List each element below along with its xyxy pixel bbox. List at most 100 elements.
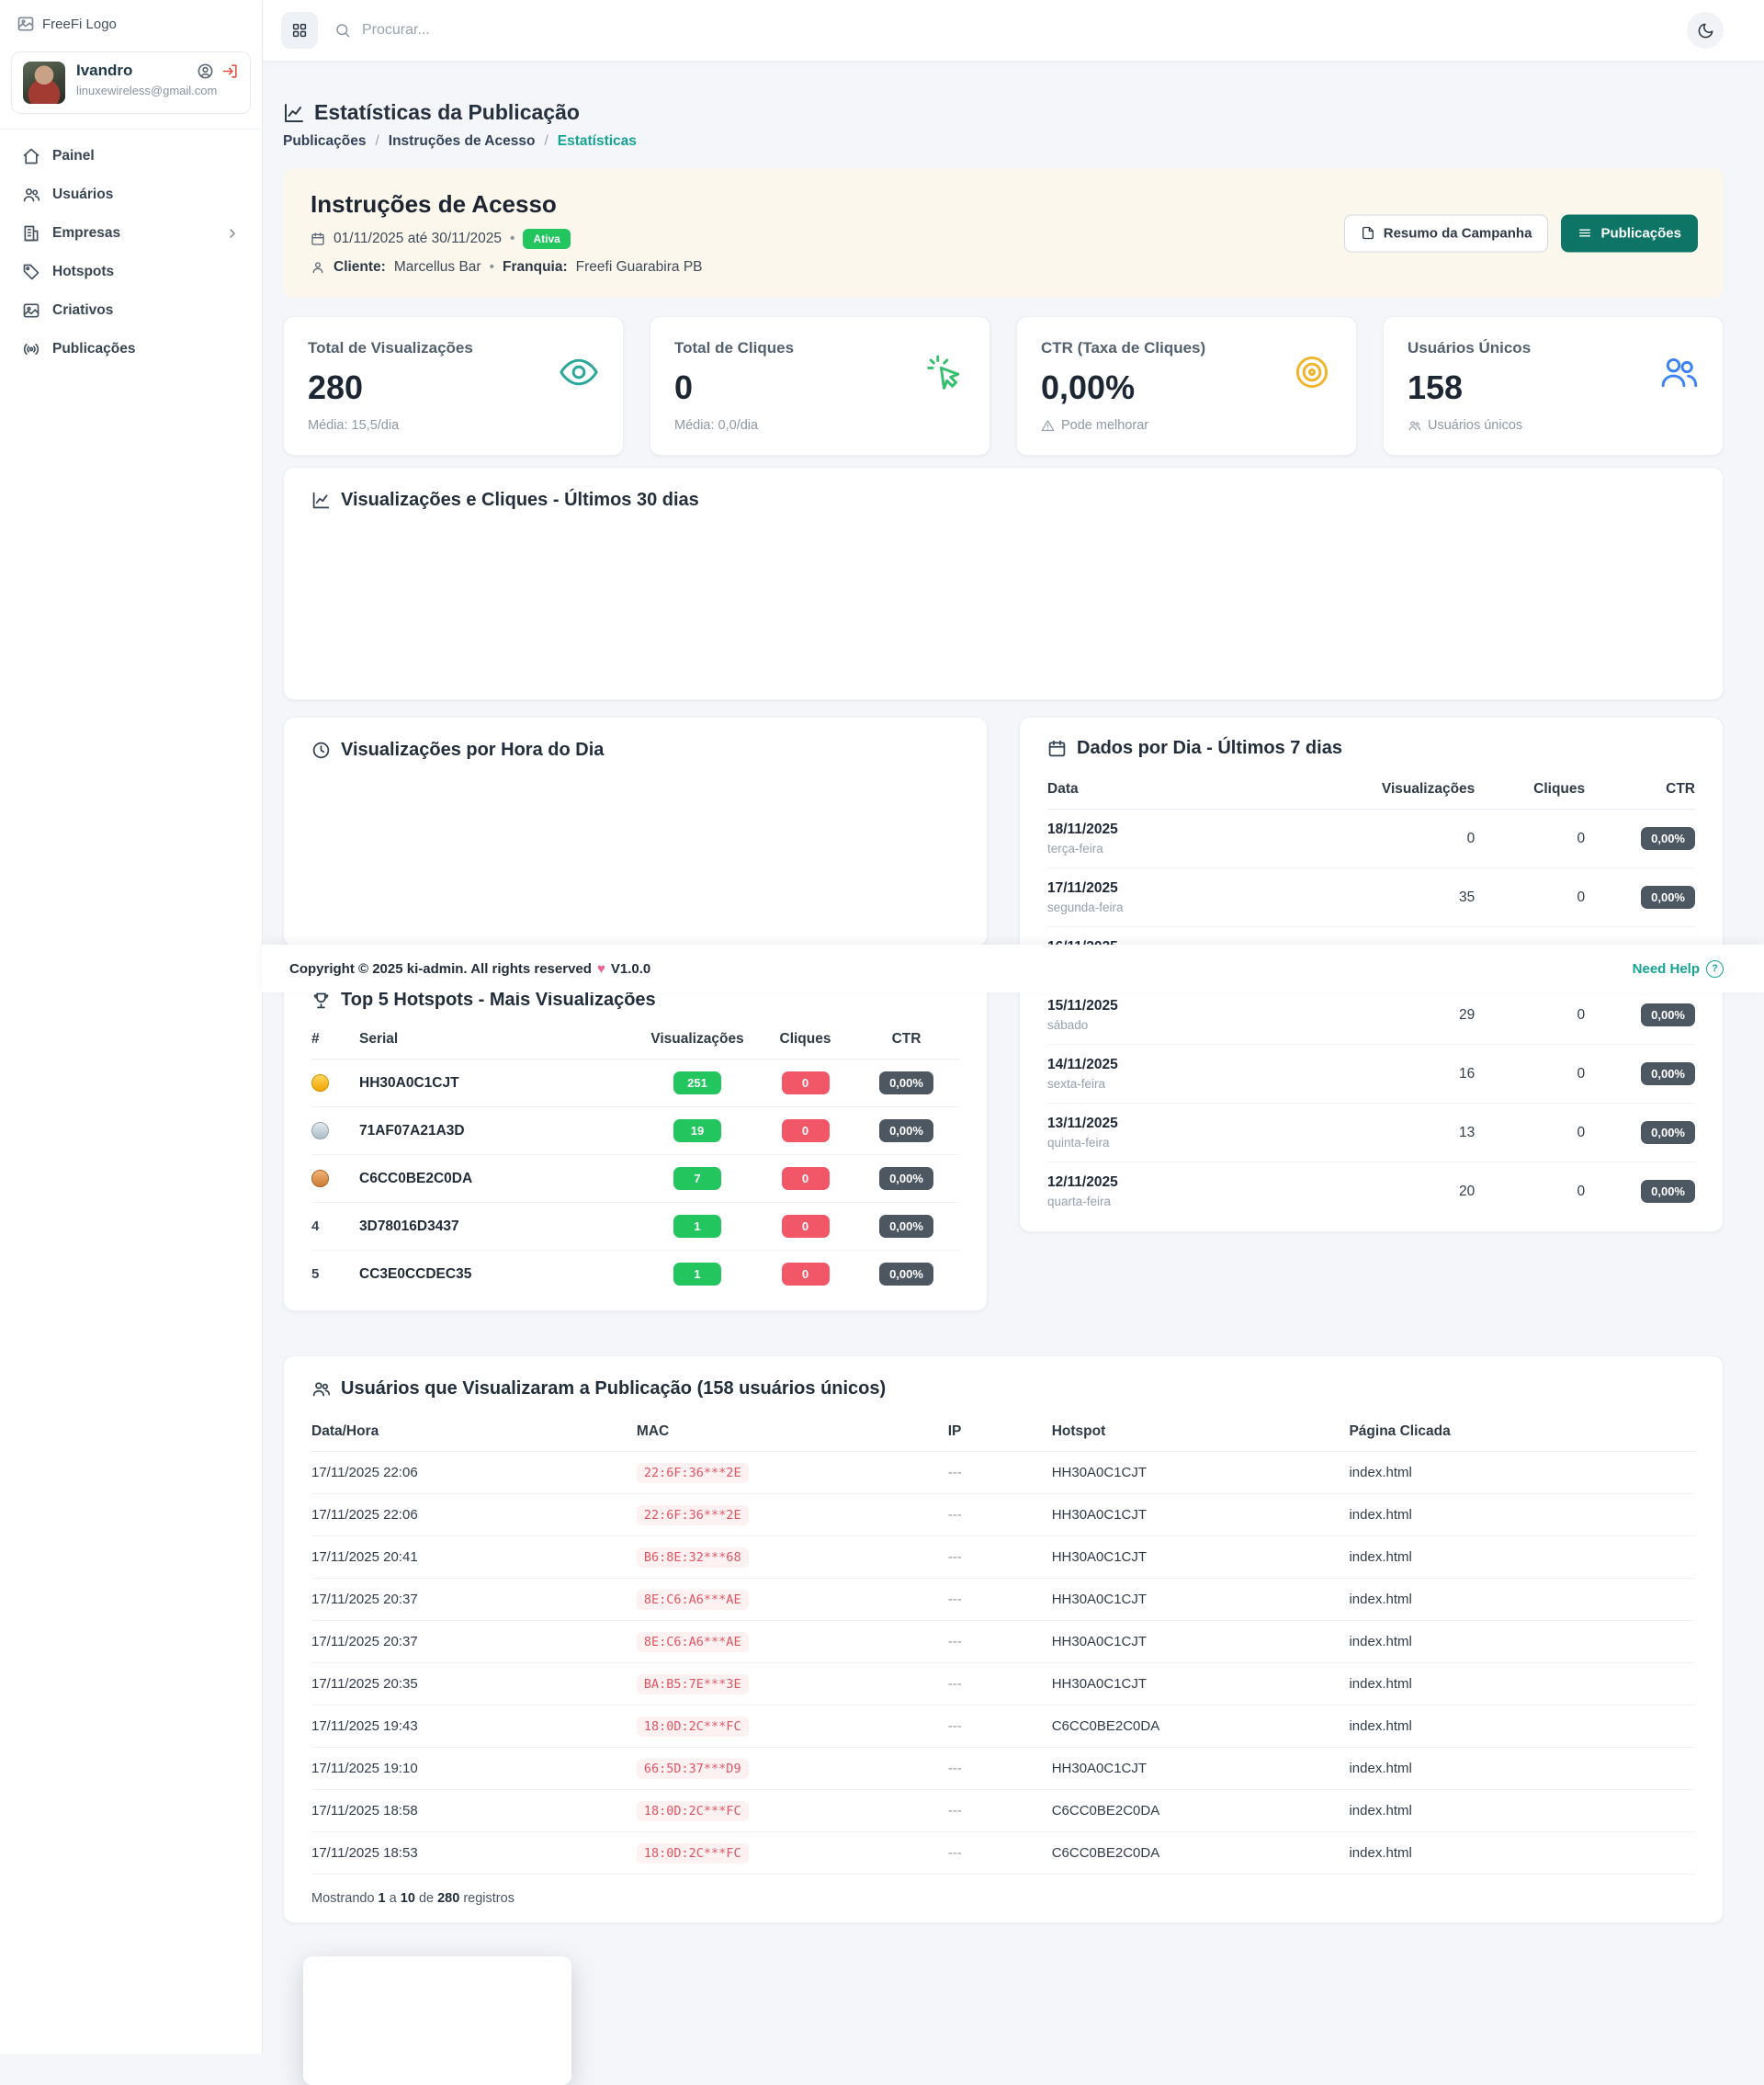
campaign-actions: Resumo da Campanha Publicações [1343, 214, 1698, 252]
rank-medal: 4 [311, 1218, 320, 1234]
campaign-title: Instruções de Acesso [311, 190, 557, 218]
row-hotspot: HH30A0C1CJT [1051, 1493, 1350, 1536]
campaign-summary-button[interactable]: Resumo da Campanha [1343, 214, 1549, 252]
broken-image-icon [17, 17, 34, 31]
broadcast-icon [23, 344, 40, 355]
row-page: index.html [1349, 1789, 1695, 1832]
row-page: index.html [1349, 1493, 1695, 1536]
table-row: 2 71AF07A21A3D 19 0 0,00% [311, 1106, 959, 1155]
rank-medal: 5 [311, 1265, 320, 1282]
breadcrumb-estatisticas: Estatísticas [557, 133, 637, 149]
status-badge: Ativa [523, 229, 571, 249]
sidebar-item-hotspots[interactable]: Hotspots [0, 253, 262, 291]
row-clicks: 0 [1475, 867, 1586, 927]
campaign-card: Instruções de Acesso 01/11/2025 até 30/1… [283, 168, 1724, 298]
row-page: index.html [1349, 1451, 1695, 1494]
tag-icon [23, 264, 40, 280]
sidebar-divider [0, 129, 262, 130]
campaign-date-range: 01/11/2025 até 30/11/2025 [334, 231, 503, 246]
row-clicks: 0 [1475, 985, 1586, 1045]
row-date: 12/11/2025 [1047, 1174, 1118, 1190]
views-badge: 19 [673, 1119, 721, 1142]
row-page: index.html [1349, 1620, 1695, 1663]
logout-icon[interactable] [221, 62, 239, 80]
client-label: Cliente: [334, 259, 386, 275]
views-badge: 1 [673, 1263, 721, 1286]
sidebar-item-painel[interactable]: Painel [0, 137, 262, 176]
sidebar-item-criativos[interactable]: Criativos [0, 291, 262, 330]
apps-grid-button[interactable] [281, 12, 318, 49]
row-hotspot: HH30A0C1CJT [1051, 1578, 1350, 1621]
row-page: index.html [1349, 1831, 1695, 1875]
sidebar-item-publicacoes[interactable]: Publicações [0, 330, 262, 368]
home-icon [23, 148, 40, 164]
hourly-chart-title: Visualizações por Hora do Dia [341, 740, 605, 760]
table-row: 17/11/2025 18:53 18:0D:2C***FC --- C6CC0… [311, 1831, 1695, 1875]
ctr-badge: 0,00% [879, 1167, 933, 1190]
ctr-badge: 0,00% [879, 1263, 933, 1286]
table-row: 17/11/2025 20:35 BA:B5:7E***3E --- HH30A… [311, 1662, 1695, 1705]
row-hotspot: C6CC0BE2C0DA [1051, 1789, 1350, 1832]
row-page: index.html [1349, 1747, 1695, 1790]
top-hotspots-card: Top 5 Hotspots - Mais Visualizações # Se… [283, 969, 988, 1311]
mini-users-icon [1408, 421, 1421, 430]
row-ip: --- [947, 1747, 1052, 1790]
table-row: 17/11/2025 20:41 B6:8E:32***68 --- HH30A… [311, 1535, 1695, 1579]
clicks-badge: 0 [781, 1119, 830, 1142]
row-mac: 8E:C6:A6***AE [636, 1590, 749, 1610]
sidebar-menu: Painel Usuários Empresas Hotspots Criati… [0, 135, 262, 370]
row-ip: --- [947, 1535, 1052, 1579]
ctr-badge: 0,00% [879, 1071, 933, 1094]
table-row: 1 HH30A0C1CJT 251 0 0,00% [311, 1059, 959, 1107]
row-ip: --- [947, 1831, 1052, 1875]
row-datetime: 17/11/2025 20:37 [311, 1620, 637, 1663]
sidebar-item-usuarios[interactable]: Usuários [0, 176, 262, 214]
breadcrumb-instrucoes[interactable]: Instruções de Acesso [388, 133, 536, 149]
hourly-chart-area [311, 761, 959, 899]
top-hotspots-table: # Serial Visualizações Cliques CTR [311, 1020, 959, 1297]
row-weekday: sábado [1047, 1018, 1089, 1032]
row-page: index.html [1349, 1662, 1695, 1705]
profile-icon[interactable] [197, 62, 214, 80]
table-row: 17/11/2025 19:43 18:0D:2C***FC --- C6CC0… [311, 1705, 1695, 1748]
row-date: 14/11/2025 [1047, 1057, 1118, 1072]
row-datetime: 17/11/2025 22:06 [311, 1493, 637, 1536]
table-row: 17/11/2025 22:06 22:6F:36***2E --- HH30A… [311, 1493, 1695, 1536]
campaign-date-row: 01/11/2025 até 30/11/2025 • Ativa [311, 229, 1696, 249]
page-title: Estatísticas da Publicação [314, 100, 580, 124]
viewers-table: Data/Hora MAC IP Hotspot Página Clicada … [311, 1412, 1695, 1875]
row-hotspot: HH30A0C1CJT [1051, 1451, 1350, 1494]
row-hotspot: C6CC0BE2C0DA [1051, 1831, 1350, 1875]
row-views: 13 [1332, 1103, 1476, 1162]
stat-card-ctr: CTR (Taxa de Cliques) 0,00% Pode melhora… [1016, 316, 1357, 456]
clicks-badge: 0 [781, 1263, 830, 1286]
unique-users-total: 158 [1408, 368, 1464, 406]
table-row: 14/11/2025 sexta-feira 16 0 0,00% [1047, 1044, 1695, 1104]
target-icon [1295, 356, 1329, 389]
sidebar-item-empresas[interactable]: Empresas [0, 214, 262, 253]
top-hotspots-title: Top 5 Hotspots - Mais Visualizações [341, 990, 656, 1010]
table-row: 17/11/2025 20:37 8E:C6:A6***AE --- HH30A… [311, 1620, 1695, 1663]
row-mac: 22:6F:36***2E [636, 1505, 749, 1525]
table-row: 17/11/2025 20:37 8E:C6:A6***AE --- HH30A… [311, 1578, 1695, 1621]
row-ip: --- [947, 1662, 1052, 1705]
need-help-link[interactable]: Need Help ? [1633, 959, 1724, 978]
search-input[interactable] [360, 21, 750, 40]
breadcrumb-publicacoes[interactable]: Publicações [283, 133, 367, 149]
clock-icon [312, 742, 330, 759]
row-weekday: segunda-feira [1047, 901, 1124, 914]
users-icon [312, 1382, 331, 1397]
clicks-badge: 0 [781, 1215, 830, 1238]
publications-button[interactable]: Publicações [1561, 214, 1698, 252]
theme-toggle-button[interactable] [1687, 12, 1724, 49]
row-hotspot: HH30A0C1CJT [1051, 1662, 1350, 1705]
copyright-text: Copyright © 2025 ki-admin. All rights re… [289, 960, 651, 977]
views-clicks-chart-title: Visualizações e Cliques - Últimos 30 dia… [341, 490, 699, 510]
table-row: 13/11/2025 quinta-feira 13 0 0,00% [1047, 1103, 1695, 1162]
pagination-dropdown-panel[interactable] [303, 1956, 571, 2085]
table-row: 5 CC3E0CCDEC35 1 0 0,00% [311, 1251, 959, 1298]
row-ip: --- [947, 1578, 1052, 1621]
daily-data-title: Dados por Dia - Últimos 7 dias [1077, 738, 1342, 758]
page-head: Estatísticas da Publicação [283, 100, 1724, 125]
row-ip: --- [947, 1789, 1052, 1832]
